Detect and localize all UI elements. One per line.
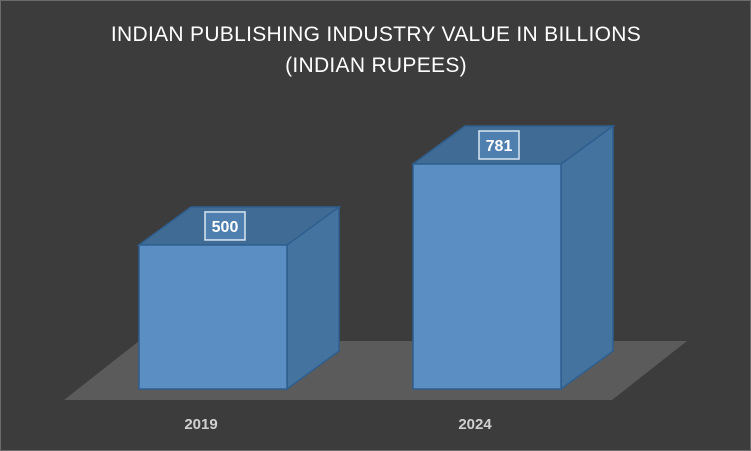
bar-front-face [138, 244, 288, 390]
bar-group: 500 781 [136, 124, 616, 391]
bar-2019: 500 [136, 205, 342, 391]
bar-side-face [560, 124, 614, 391]
chart-title-line-2: (INDIAN RUPEES) [285, 54, 467, 77]
data-label: 781 [486, 138, 513, 155]
data-label-box [204, 211, 246, 241]
bar-front-face [412, 163, 562, 390]
x-axis-ticks: 2019 2024 [184, 416, 492, 433]
bar-2024: 781 [410, 124, 616, 391]
data-label: 500 [212, 219, 239, 236]
data-label-box [478, 130, 520, 160]
chart-title-line-1: INDIAN PUBLISHING INDUSTRY VALUE IN BILL… [111, 23, 641, 46]
x-tick-label: 2019 [184, 416, 217, 433]
x-tick-label: 2024 [458, 416, 492, 433]
